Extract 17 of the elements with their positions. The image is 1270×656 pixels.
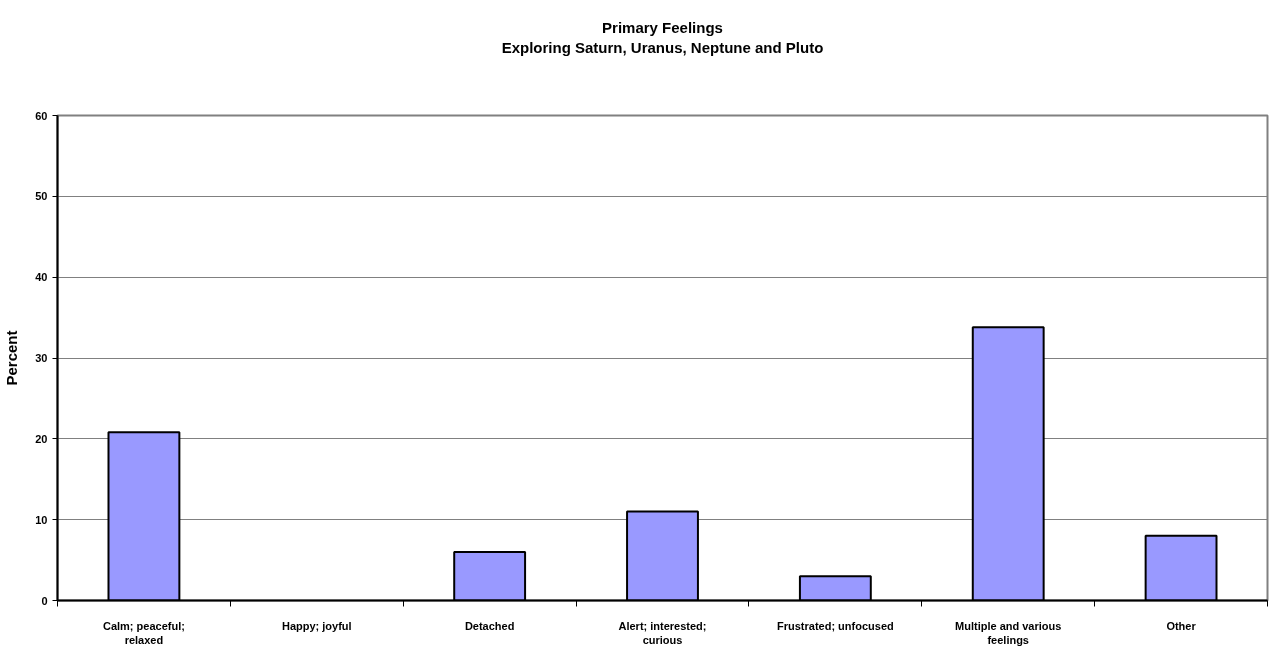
y-axis-title: Percent <box>3 330 21 386</box>
x-tick-label: Alert; interested; curious <box>618 619 707 646</box>
x-tick-label: Multiple and various feelings <box>955 619 1062 646</box>
x-tick-label: Calm; peaceful; relaxed <box>102 619 185 646</box>
y-tick-label: 60 <box>35 109 48 122</box>
chart-subtitle: Exploring Saturn, Uranus, Neptune and Pluto <box>501 38 824 56</box>
x-tick-label: Happy; joyful <box>281 619 352 632</box>
chart-title: Primary Feelings <box>602 18 723 36</box>
y-tick-label: 20 <box>35 432 48 445</box>
x-tick-label: Frustrated; unfocused <box>776 619 894 632</box>
y-tick-label: 30 <box>35 352 48 364</box>
x-tick-label: Detached <box>464 619 515 632</box>
y-tick-label: 10 <box>35 513 48 526</box>
y-tick-label: 50 <box>35 190 48 203</box>
y-tick-label: 40 <box>35 271 48 284</box>
y-tick-label: 0 <box>41 594 48 607</box>
x-tick-label: Other <box>1166 619 1197 632</box>
